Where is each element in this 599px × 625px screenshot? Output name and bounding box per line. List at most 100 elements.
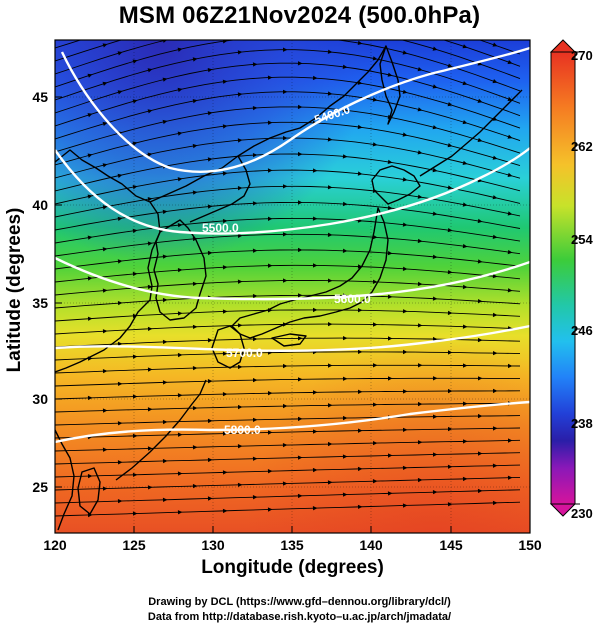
streamline-arrow [327,49,333,54]
streamline-arrow [508,438,513,443]
streamline-arrow [493,388,498,394]
streamline [55,121,521,167]
y-tick-label-45: 45 [32,89,48,105]
contour-label-5500: 5500.0 [202,221,239,235]
streamline-arrow [372,234,378,240]
streamline-arrow [268,391,273,396]
colorbar-label-238: 238 [571,416,593,431]
streamline-arrow [237,138,243,143]
streamline [55,439,521,452]
streamline-arrow [312,75,318,81]
streamline-arrow [448,426,453,432]
streamline-arrow [283,278,288,283]
colorbar-label-270: 270 [571,48,593,63]
streamline-arrow [387,72,393,77]
streamline-arrow [507,475,513,480]
streamline-arrow [477,218,483,224]
streamline-arrow [358,389,363,394]
streamline-arrow [117,460,123,465]
streamline-arrow [478,413,483,419]
streamline-arrow [462,81,468,86]
streamline [55,501,521,517]
y-tick-label-40: 40 [32,197,48,213]
streamline-arrow [162,458,168,464]
streamline-arrow [117,421,123,426]
streamline-arrow [207,250,213,256]
plot-area: 5400.0 5500.0 5600.0 5700.0 5800.0 [55,1,530,533]
streamline-arrow [148,30,153,34]
streamline-arrow [117,173,123,178]
streamline-arrow [237,50,243,55]
streamline-arrow [283,232,288,237]
streamline-arrow [87,235,93,240]
streamline-arrow [387,251,393,256]
streamline-arrow [147,367,153,372]
streamline-arrow [162,497,168,502]
coastline-kyushu [211,325,245,369]
coastline-hokkaido [371,165,421,205]
streamline-arrow [87,395,93,401]
streamline-arrow [477,488,483,494]
streamline-arrow [177,87,183,93]
streamline-arrow [162,339,168,345]
streamline-arrow [222,218,228,224]
streamline-arrow [283,135,288,141]
streamline-arrow [147,326,153,331]
streamline-arrow [312,216,318,221]
streamline-arrow [162,419,168,425]
streamline [55,62,521,117]
colorbar-label-254: 254 [571,232,593,247]
streamline-arrow [222,508,228,514]
streamline-arrow [298,200,303,205]
streamline-arrow [297,493,303,499]
streamline [55,294,521,309]
streamline-arrow [432,296,438,301]
streamline-arrow [462,202,468,207]
streamline-arrow [252,248,258,253]
streamline [55,464,521,478]
streamline-arrow [147,485,153,490]
streamline-arrow [147,152,153,157]
streamline-arrow [478,451,483,456]
y-tick-labels: 25 30 35 40 45 [32,89,48,495]
streamline-arrow [357,264,363,269]
streamline-arrow [418,401,423,407]
y-axis-label: Latitude (degrees) [4,207,25,373]
streamline-arrow [463,363,468,368]
streamline-arrow [238,13,243,17]
streamline-arrow [372,97,378,102]
streamline-arrow [177,311,183,316]
streamline-arrow [418,30,423,34]
streamline-arrow [297,61,303,66]
streamline-arrow [252,293,258,299]
streamline-arrow [327,185,333,190]
streamline-arrow [207,496,213,501]
streamline-arrow [162,40,168,43]
streamline-arrow [312,168,318,173]
streamline-arrow [313,263,318,268]
x-tick-label-145: 145 [439,537,463,553]
streamline-arrow [313,1,318,5]
streamline-arrow [447,143,453,148]
streamline-arrow [298,416,303,422]
streamline-arrow [492,500,498,506]
streamline [55,377,520,387]
streamline-arrow [387,491,393,496]
streamline-arrow [327,137,333,142]
streamline-arrow [462,120,468,125]
streamline-arrow [372,279,378,284]
streamline-arrow [282,481,288,486]
streamline-arrow [253,24,258,28]
streamline-arrow [417,238,423,244]
streamline-arrow [162,297,168,303]
streamline-arrow [357,466,363,472]
streamline-arrow [178,11,183,15]
y-axis-ticks [55,96,62,488]
streamline-arrow [477,259,483,264]
streamline-arrow [492,463,498,468]
streamline-arrow [447,63,453,68]
streamline-arrow [373,322,378,327]
streamline-arrow [162,380,168,385]
streamline-arrow [208,29,213,33]
streamline [55,201,521,231]
